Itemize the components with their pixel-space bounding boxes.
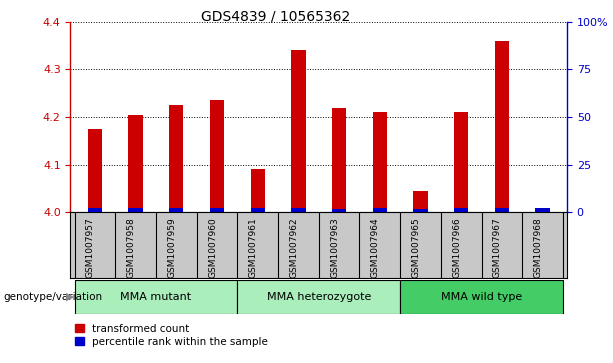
Bar [88, 129, 102, 212]
Bar [210, 208, 224, 212]
Bar [400, 280, 563, 314]
Text: MMA wild type: MMA wild type [441, 292, 522, 302]
Text: GSM1007959: GSM1007959 [167, 217, 177, 278]
Text: GSM1007960: GSM1007960 [208, 217, 217, 278]
Bar [129, 115, 143, 212]
Bar [291, 208, 305, 212]
Text: GSM1007966: GSM1007966 [452, 217, 461, 278]
Text: GSM1007967: GSM1007967 [493, 217, 502, 278]
Bar [495, 41, 509, 212]
Text: GSM1007964: GSM1007964 [371, 217, 380, 278]
Legend: transformed count, percentile rank within the sample: transformed count, percentile rank withi… [70, 319, 272, 351]
Text: GSM1007962: GSM1007962 [289, 217, 299, 278]
Text: GSM1007963: GSM1007963 [330, 217, 339, 278]
Bar [332, 208, 346, 212]
Text: GSM1007957: GSM1007957 [86, 217, 95, 278]
Text: GDS4839 / 10565362: GDS4839 / 10565362 [201, 9, 351, 23]
Bar [251, 170, 265, 212]
Bar [88, 208, 102, 212]
Bar [75, 280, 237, 314]
Bar [413, 191, 428, 212]
Text: GSM1007958: GSM1007958 [127, 217, 135, 278]
Bar [291, 50, 305, 212]
Text: GSM1007968: GSM1007968 [533, 217, 543, 278]
Bar [251, 208, 265, 212]
Bar [454, 208, 468, 212]
Bar [536, 208, 550, 212]
Bar [129, 208, 143, 212]
Bar [237, 280, 400, 314]
Text: GSM1007961: GSM1007961 [249, 217, 257, 278]
Bar [373, 208, 387, 212]
Text: ▶: ▶ [66, 292, 75, 302]
Bar [332, 107, 346, 212]
Text: MMA heterozygote: MMA heterozygote [267, 292, 371, 302]
Text: MMA mutant: MMA mutant [120, 292, 191, 302]
Bar [169, 105, 183, 212]
Bar [454, 112, 468, 212]
Text: genotype/variation: genotype/variation [3, 292, 102, 302]
Bar [210, 101, 224, 212]
Text: GSM1007965: GSM1007965 [411, 217, 421, 278]
Bar [373, 112, 387, 212]
Bar [169, 208, 183, 212]
Bar [413, 208, 428, 212]
Bar [495, 208, 509, 212]
